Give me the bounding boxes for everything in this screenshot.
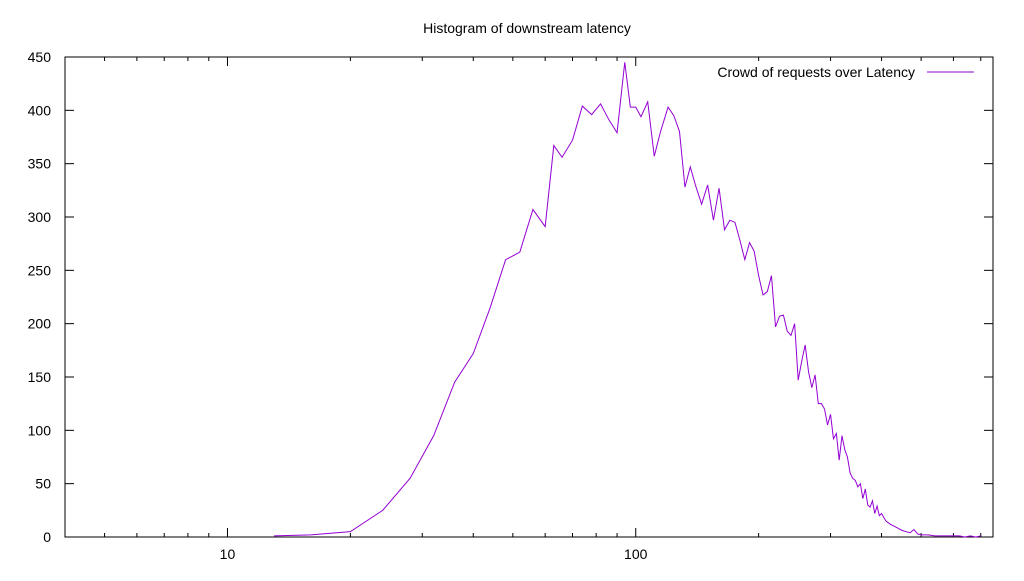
x-tick-label: 10 xyxy=(220,546,236,562)
y-tick-label: 50 xyxy=(35,476,51,492)
y-tick-label: 400 xyxy=(28,102,52,118)
legend-label: Crowd of requests over Latency xyxy=(717,64,915,80)
y-tick-label: 450 xyxy=(28,49,52,65)
series-line xyxy=(273,62,981,538)
y-tick-label: 300 xyxy=(28,209,52,225)
legend: Crowd of requests over Latency xyxy=(717,64,974,80)
y-tick-label: 350 xyxy=(28,156,52,172)
y-tick-label: 250 xyxy=(28,262,52,278)
y-tick-label: 150 xyxy=(28,369,52,385)
x-tick-label: 100 xyxy=(624,546,648,562)
y-tick-label: 0 xyxy=(43,529,51,545)
chart-title: Histogram of downstream latency xyxy=(423,20,631,36)
axis-ticks xyxy=(64,56,993,538)
axis-tick-labels: 0 50 100 150 200 250 300 350 400 450 10 100 xyxy=(28,49,648,562)
y-tick-label: 200 xyxy=(28,316,52,332)
y-tick-label: 100 xyxy=(28,422,52,438)
plot-frame xyxy=(64,56,994,538)
